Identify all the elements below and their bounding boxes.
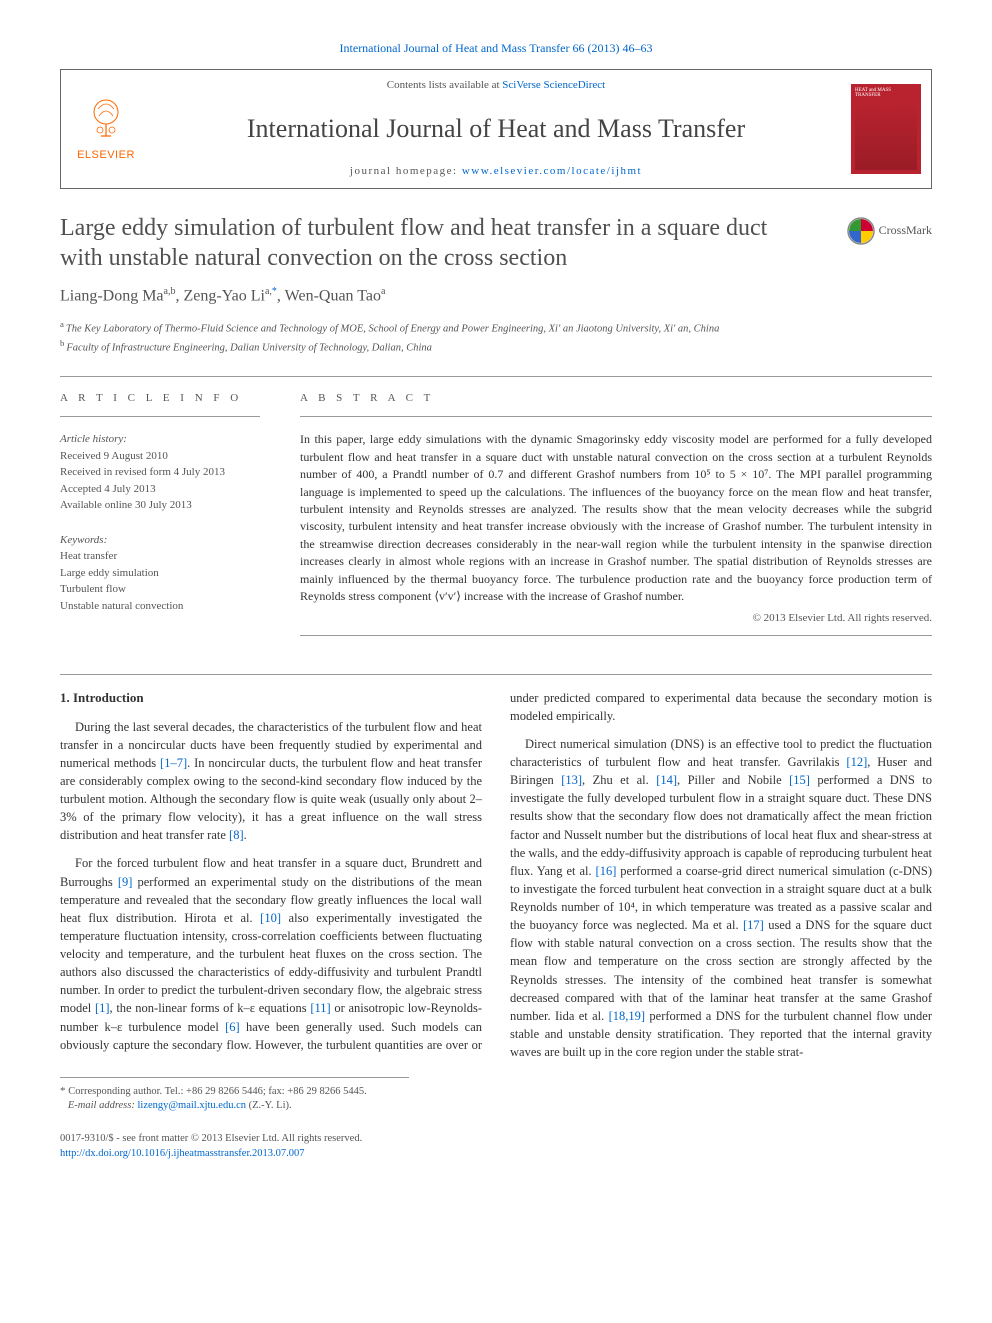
homepage-prefix: journal homepage: xyxy=(350,165,462,177)
issn-line: 0017-9310/$ - see front matter © 2013 El… xyxy=(60,1132,932,1147)
history-revised: Received in revised form 4 July 2013 xyxy=(60,464,260,481)
journal-homepage-line: journal homepage: www.elsevier.com/locat… xyxy=(151,164,841,179)
contents-lists-line: Contents lists available at SciVerse Sci… xyxy=(151,78,841,93)
history-received: Received 9 August 2010 xyxy=(60,448,260,465)
divider xyxy=(60,416,260,417)
citation-link[interactable]: [9] xyxy=(118,875,133,889)
citation-link[interactable]: [16] xyxy=(596,864,617,878)
footnote-email-link[interactable]: lizengy@mail.xjtu.edu.cn xyxy=(137,1100,246,1111)
crossmark-badge[interactable]: CrossMark xyxy=(847,217,932,245)
abstract-heading: a b s t r a c t xyxy=(300,391,932,406)
header-center: Contents lists available at SciVerse Sci… xyxy=(151,70,841,188)
publisher-logo-text: ELSEVIER xyxy=(77,148,135,163)
divider xyxy=(300,416,932,417)
author-2-aff: a,* xyxy=(265,286,277,297)
contents-lists-prefix: Contents lists available at xyxy=(387,79,502,91)
crossmark-label: CrossMark xyxy=(879,222,932,239)
journal-cover-block: HEAT and MASS TRANSFER xyxy=(841,70,931,188)
affiliations: aThe Key Laboratory of Thermo-Fluid Scie… xyxy=(60,318,932,357)
corresponding-author-footnote: * Corresponding author. Tel.: +86 29 826… xyxy=(60,1084,932,1114)
article-history: Article history: Received 9 August 2010 … xyxy=(60,431,260,514)
citation-link[interactable]: [15] xyxy=(789,773,810,787)
author-3: Wen-Quan Tao xyxy=(285,287,381,304)
journal-citation: International Journal of Heat and Mass T… xyxy=(60,40,932,57)
keywords-block: Keywords: Heat transfer Large eddy simul… xyxy=(60,532,260,615)
corresponding-author-link[interactable]: * xyxy=(272,286,277,297)
footnote-corr: Corresponding author. Tel.: +86 29 8266 … xyxy=(68,1086,366,1097)
citation-link[interactable]: [10] xyxy=(260,911,281,925)
affiliation-a: aThe Key Laboratory of Thermo-Fluid Scie… xyxy=(60,318,932,337)
keyword-item: Unstable natural convection xyxy=(60,598,260,615)
author-1: Liang-Dong Ma xyxy=(60,287,164,304)
citation-link[interactable]: [1] xyxy=(95,1001,110,1015)
citation-link[interactable]: [6] xyxy=(225,1020,240,1034)
author-1-aff: a,b xyxy=(164,286,176,297)
journal-homepage-link[interactable]: www.elsevier.com/locate/ijhmt xyxy=(462,165,642,177)
citation-link[interactable]: [14] xyxy=(656,773,677,787)
cover-text-2: TRANSFER xyxy=(855,93,917,99)
abstract-text: In this paper, large eddy simulations wi… xyxy=(300,431,932,605)
citation-link[interactable]: [8] xyxy=(229,828,244,842)
citation-link[interactable]: [1–7] xyxy=(160,756,187,770)
publisher-logo-block: ELSEVIER xyxy=(61,70,151,188)
keyword-item: Heat transfer xyxy=(60,548,260,565)
meta-row: a r t i c l e i n f o Article history: R… xyxy=(60,391,932,650)
crossmark-icon xyxy=(847,217,875,245)
title-block: Large eddy simulation of turbulent flow … xyxy=(60,213,932,273)
footnote-email-label: E-mail address: xyxy=(68,1100,135,1111)
journal-cover-thumb: HEAT and MASS TRANSFER xyxy=(851,84,921,174)
author-2: Zeng-Yao Li xyxy=(183,287,264,304)
doi-link[interactable]: http://dx.doi.org/10.1016/j.ijheatmasstr… xyxy=(60,1148,305,1159)
section-heading: 1. Introduction xyxy=(60,689,482,708)
elsevier-tree-icon xyxy=(81,94,131,144)
keyword-item: Turbulent flow xyxy=(60,581,260,598)
sciencedirect-link[interactable]: SciVerse ScienceDirect xyxy=(502,79,605,91)
body-paragraph: During the last several decades, the cha… xyxy=(60,718,482,845)
body-columns: 1. Introduction During the last several … xyxy=(60,689,932,1063)
affiliation-b: bFaculty of Infrastructure Engineering, … xyxy=(60,337,932,356)
divider xyxy=(60,674,932,675)
history-head: Article history: xyxy=(60,431,260,448)
journal-name: International Journal of Heat and Mass T… xyxy=(151,111,841,147)
keywords-head: Keywords: xyxy=(60,532,260,549)
bottom-meta: 0017-9310/$ - see front matter © 2013 El… xyxy=(60,1132,932,1161)
journal-header: ELSEVIER Contents lists available at Sci… xyxy=(60,69,932,189)
divider xyxy=(300,635,932,636)
paper-title: Large eddy simulation of turbulent flow … xyxy=(60,213,932,273)
abstract-copyright: © 2013 Elsevier Ltd. All rights reserved… xyxy=(300,611,932,626)
footnote-email-who: (Z.-Y. Li). xyxy=(249,1100,292,1111)
article-info-heading: a r t i c l e i n f o xyxy=(60,391,260,406)
author-3-aff: a xyxy=(381,286,385,297)
abstract-col: a b s t r a c t In this paper, large edd… xyxy=(300,391,932,650)
history-accepted: Accepted 4 July 2013 xyxy=(60,481,260,498)
citation-link[interactable]: [12] xyxy=(846,755,867,769)
article-info-col: a r t i c l e i n f o Article history: R… xyxy=(60,391,260,650)
authors-line: Liang-Dong Maa,b, Zeng-Yao Lia,*, Wen-Qu… xyxy=(60,285,932,308)
citation-link[interactable]: [11] xyxy=(310,1001,330,1015)
citation-link[interactable]: [18,19] xyxy=(609,1009,645,1023)
body-paragraph: Direct numerical simulation (DNS) is an … xyxy=(510,735,932,1061)
divider xyxy=(60,376,932,377)
footnote-separator xyxy=(60,1077,409,1078)
citation-link[interactable]: [17] xyxy=(743,918,764,932)
history-online: Available online 30 July 2013 xyxy=(60,497,260,514)
keyword-item: Large eddy simulation xyxy=(60,565,260,582)
journal-citation-link[interactable]: International Journal of Heat and Mass T… xyxy=(340,41,653,55)
footnote-symbol: * xyxy=(60,1085,68,1097)
citation-link[interactable]: [13] xyxy=(561,773,582,787)
